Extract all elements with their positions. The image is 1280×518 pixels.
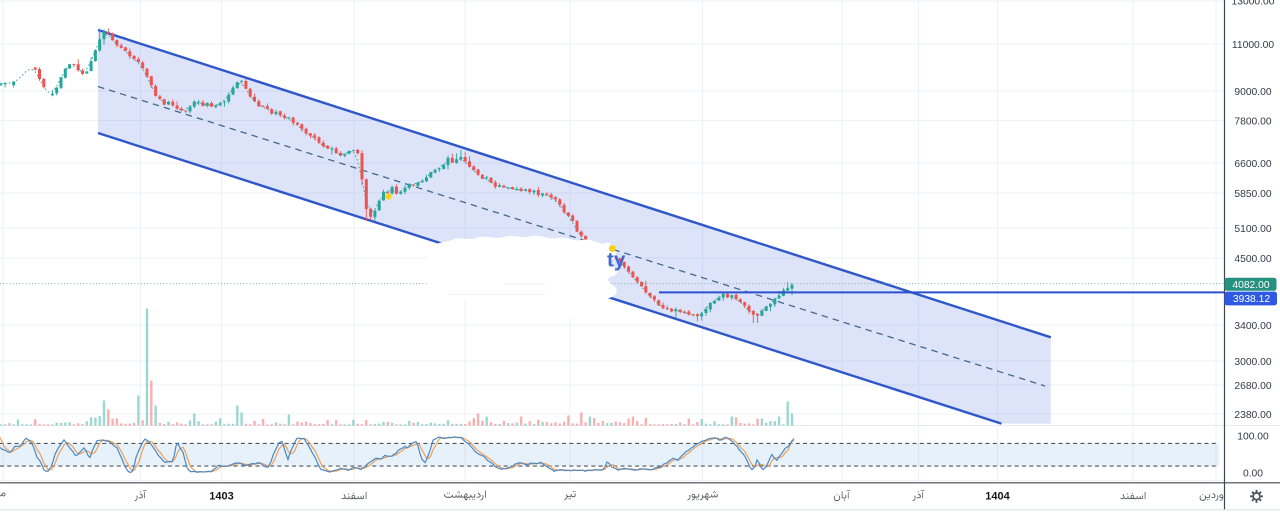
svg-text:3400.00: 3400.00 [1234,321,1271,332]
svg-text:ty: ty [607,249,626,272]
svg-text:1404: 1404 [985,491,1010,503]
svg-text:3000.00: 3000.00 [1234,357,1271,368]
svg-text:2380.00: 2380.00 [1234,410,1271,421]
svg-text:11000.00: 11000.00 [1232,40,1274,51]
svg-text:13000.00: 13000.00 [1232,0,1275,7]
svg-text:4500.00: 4500.00 [1234,254,1271,265]
svg-text:5100.00: 5100.00 [1234,224,1271,235]
svg-text:100.00: 100.00 [1237,432,1269,443]
svg-text:3938.12: 3938.12 [1233,294,1270,305]
svg-text:5850.00: 5850.00 [1234,189,1271,200]
svg-text:6600.00: 6600.00 [1234,159,1271,170]
svg-text:0.00: 0.00 [1243,469,1263,480]
svg-text:4082.00: 4082.00 [1232,280,1269,291]
svg-text:9000.00: 9000.00 [1234,87,1271,98]
svg-text:2680.00: 2680.00 [1234,381,1271,392]
svg-text:1403: 1403 [209,491,233,503]
svg-text:7800.00: 7800.00 [1234,116,1271,127]
